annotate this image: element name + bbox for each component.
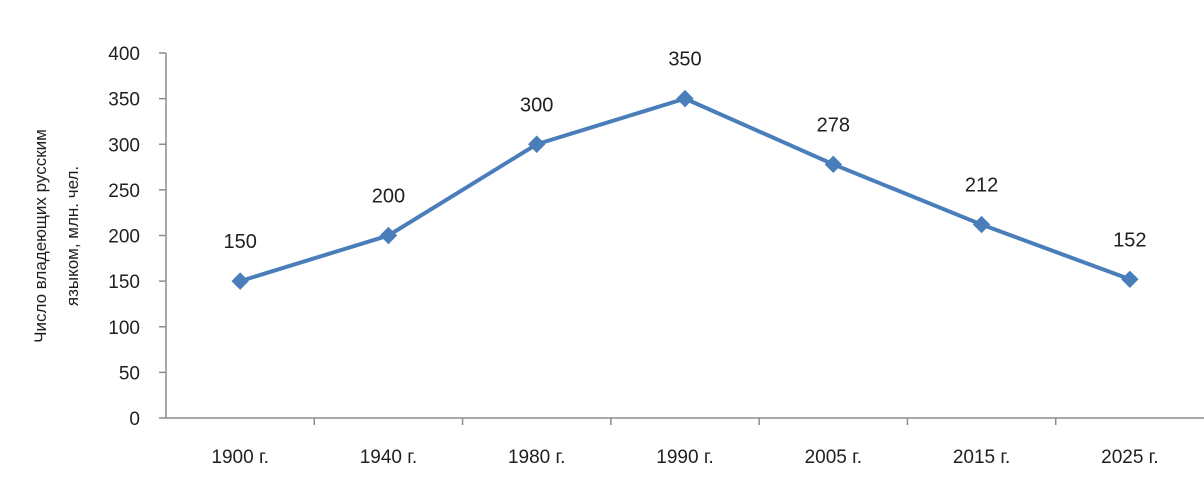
data-point-marker [379, 226, 398, 245]
data-point-marker [824, 155, 842, 174]
x-tick-label: 2025 г. [1101, 447, 1158, 468]
x-tick-label: 1900 г. [211, 447, 268, 468]
y-tick-label: 350 [108, 90, 140, 111]
x-tick-label: 1990 г. [656, 447, 713, 468]
data-label: 152 [1113, 229, 1146, 251]
x-tick-label: 1980 г. [508, 447, 565, 468]
y-axis-title-line-1: Число владеющих русским [31, 129, 50, 343]
series-group [231, 89, 1139, 290]
data-label: 300 [520, 94, 553, 116]
y-tick-label: 100 [108, 318, 140, 339]
x-axis-ticks: 1900 г. 1940 г. 1980 г. 1990 г. 2005 г. 2015 … [211, 418, 1159, 468]
data-label: 150 [223, 231, 256, 253]
y-tick-label: 300 [108, 135, 140, 156]
data-label: 278 [817, 114, 850, 136]
axes [165, 53, 1204, 419]
y-tick-label: 250 [108, 181, 140, 202]
y-tick-label: 50 [119, 363, 140, 384]
data-labels: 150 200 300 350 278 212 152 [223, 49, 1146, 254]
data-point-marker [231, 272, 249, 290]
data-point-marker [1121, 270, 1139, 289]
data-point-marker [676, 89, 694, 108]
y-tick-label: 0 [129, 409, 140, 430]
y-axis-ticks: 0 50 100 150 200 250 300 350 400 [108, 44, 166, 430]
data-label: 200 [372, 186, 405, 208]
y-axis-title: Число владеющих русским языком, млн. чел… [31, 129, 82, 343]
data-point-marker [972, 215, 991, 234]
data-label: 350 [668, 49, 701, 71]
x-tick-label: 2015 г. [953, 447, 1010, 468]
y-tick-label: 400 [108, 44, 140, 65]
x-tick-label: 1940 г. [360, 447, 417, 468]
y-axis-title-line-2: языком, млн. чел. [63, 166, 82, 306]
data-label: 212 [965, 175, 998, 197]
y-tick-label: 200 [108, 227, 140, 248]
x-tick-label: 2005 г. [805, 447, 862, 468]
y-tick-label: 150 [108, 272, 140, 293]
data-point-marker [528, 135, 546, 153]
